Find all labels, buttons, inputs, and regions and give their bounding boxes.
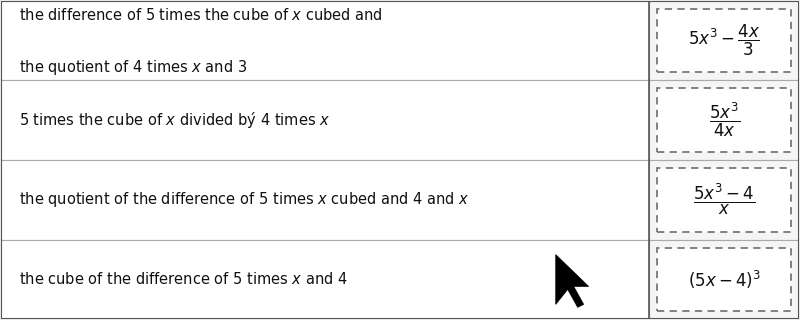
Bar [657,168,791,232]
Bar [657,9,791,72]
Bar [649,80,799,160]
Text: 5 times the cube of $x$ divided bý 4 times $x$: 5 times the cube of $x$ divided bý 4 ti… [18,110,330,130]
Bar [649,240,799,319]
Text: the cube of the difference of 5 times $x$ and 4: the cube of the difference of 5 times $x… [18,271,347,287]
Bar [1,240,649,319]
Text: $5x^3 - \dfrac{4x}{3}$: $5x^3 - \dfrac{4x}{3}$ [688,23,760,58]
Bar [657,88,791,152]
Bar [1,80,649,160]
Text: the quotient of the difference of 5 times $x$ cubed and 4 and $x$: the quotient of the difference of 5 time… [18,190,469,209]
Text: the quotient of 4 times $x$ and 3: the quotient of 4 times $x$ and 3 [18,59,246,77]
Text: $(5x - 4)^3$: $(5x - 4)^3$ [688,268,761,291]
Text: $\dfrac{5x^3 - 4}{x}$: $\dfrac{5x^3 - 4}{x}$ [693,182,755,218]
Text: the difference of 5 times the cube of $x$ cubed and: the difference of 5 times the cube of $x… [18,7,382,23]
Bar [657,248,791,311]
Text: $\dfrac{5x^3}{4x}$: $\dfrac{5x^3}{4x}$ [709,101,740,139]
Bar [649,1,799,80]
Bar [1,160,649,240]
Polygon shape [556,255,589,307]
Bar [1,1,649,80]
Bar [649,160,799,240]
